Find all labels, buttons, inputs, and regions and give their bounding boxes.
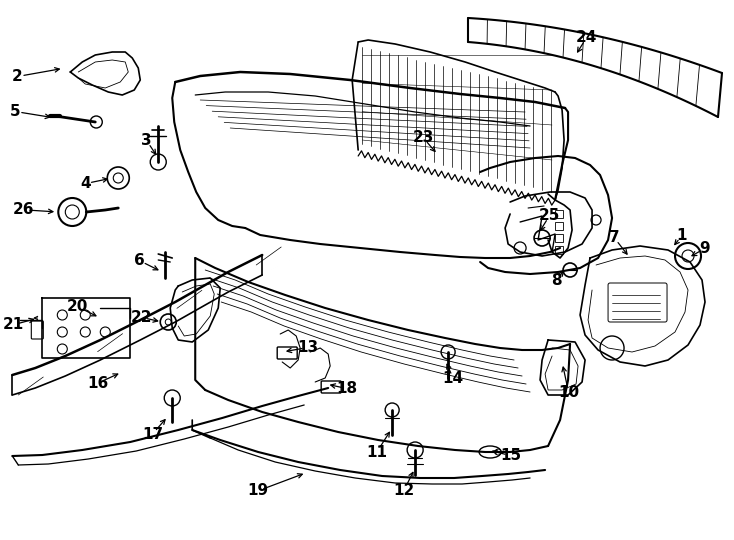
Text: 8: 8 xyxy=(551,273,562,288)
Text: 11: 11 xyxy=(366,445,387,460)
Text: 19: 19 xyxy=(247,483,268,498)
Text: 5: 5 xyxy=(10,104,21,119)
Text: 6: 6 xyxy=(134,253,145,268)
Text: 10: 10 xyxy=(558,385,579,400)
Text: 24: 24 xyxy=(576,30,597,45)
Text: 16: 16 xyxy=(87,376,109,390)
Text: 4: 4 xyxy=(80,176,91,191)
Text: 3: 3 xyxy=(142,133,152,148)
Text: 13: 13 xyxy=(297,340,319,355)
Text: 12: 12 xyxy=(393,483,415,498)
Text: 7: 7 xyxy=(609,230,619,245)
Text: 15: 15 xyxy=(501,448,521,463)
Text: 20: 20 xyxy=(67,299,89,314)
Text: 18: 18 xyxy=(336,381,357,396)
Text: 26: 26 xyxy=(12,202,34,217)
Text: 17: 17 xyxy=(142,427,163,442)
Text: 9: 9 xyxy=(699,241,710,256)
Text: 22: 22 xyxy=(131,310,152,325)
Text: 1: 1 xyxy=(677,228,687,244)
Text: 2: 2 xyxy=(12,69,23,84)
Text: 23: 23 xyxy=(413,130,434,145)
Text: 21: 21 xyxy=(3,317,24,332)
Text: 14: 14 xyxy=(443,371,464,386)
Text: 25: 25 xyxy=(539,208,560,223)
